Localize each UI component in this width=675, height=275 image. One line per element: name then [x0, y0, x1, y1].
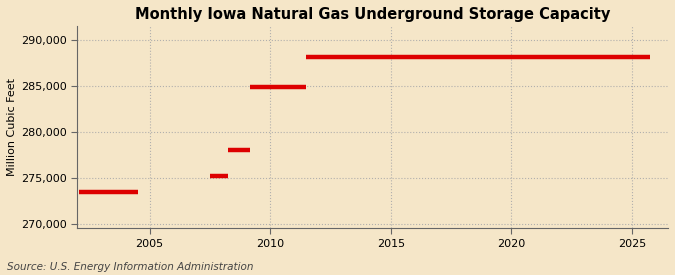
- Y-axis label: Million Cubic Feet: Million Cubic Feet: [7, 78, 17, 176]
- Title: Monthly Iowa Natural Gas Underground Storage Capacity: Monthly Iowa Natural Gas Underground Sto…: [135, 7, 610, 22]
- Text: Source: U.S. Energy Information Administration: Source: U.S. Energy Information Administ…: [7, 262, 253, 272]
